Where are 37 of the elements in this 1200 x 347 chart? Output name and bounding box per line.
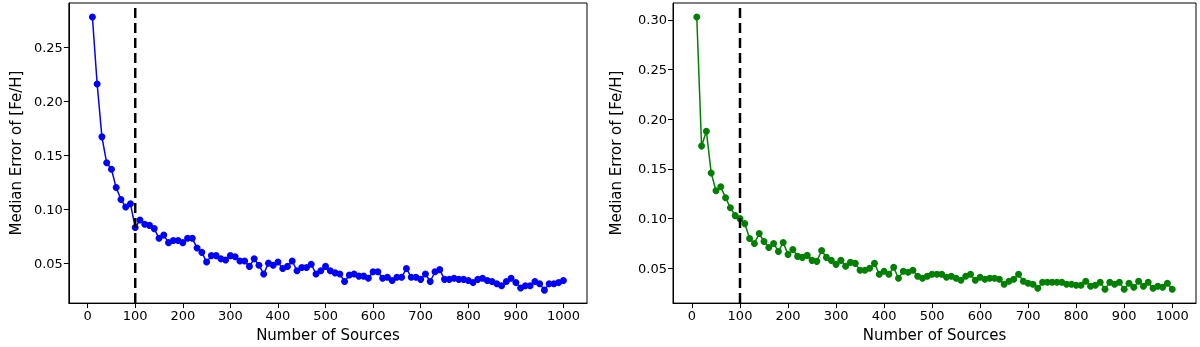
- y-tick-label: 0.05: [33, 255, 63, 271]
- x-tick-label: 100: [727, 308, 753, 324]
- y-tick-label: 0.25: [33, 39, 63, 55]
- x-tick-label: 700: [408, 308, 434, 324]
- x-tick-label: 200: [775, 308, 801, 324]
- y-tick-label: 0.10: [33, 201, 63, 217]
- x-tick-label: 300: [217, 308, 243, 324]
- y-tick-label: 0.20: [33, 93, 63, 109]
- x-tick-label: 600: [360, 308, 386, 324]
- y-tick-label: 0.15: [638, 161, 667, 177]
- x-tick-label: 500: [313, 308, 338, 324]
- x-tick-label: 0: [687, 308, 697, 324]
- x-tick-label: 800: [1063, 308, 1089, 324]
- x-tick-label: 400: [265, 308, 291, 324]
- y-axis-title: Median Error of [Fe/H]: [606, 70, 625, 236]
- y-tick-label: 0.15: [33, 147, 63, 163]
- x-tick-label: 1000: [1155, 308, 1189, 324]
- x-tick-label: 0: [83, 308, 92, 324]
- x-tick-label: 500: [919, 308, 945, 324]
- y-tick-label: 0.20: [638, 111, 667, 127]
- x-tick-label: 200: [170, 308, 196, 324]
- x-tick-label: 700: [1015, 308, 1041, 324]
- x-tick-label: 600: [967, 308, 993, 324]
- x-tick-label: 800: [455, 308, 481, 324]
- y-tick-label: 0.05: [638, 260, 667, 276]
- y-tick-label: 0.30: [638, 12, 667, 28]
- y-tick-label: 0.25: [638, 62, 667, 78]
- x-tick-label: 300: [823, 308, 849, 324]
- x-axis-title: Number of Sources: [862, 325, 1007, 344]
- y-tick-label: 0.10: [638, 211, 667, 227]
- y-axis-title: Median Error of [Fe/H]: [6, 70, 25, 236]
- x-tick-label: 900: [503, 308, 529, 324]
- x-axis-title: Number of Sources: [256, 325, 400, 344]
- x-tick-label: 900: [1111, 308, 1137, 324]
- x-tick-label: 400: [871, 308, 897, 324]
- x-tick-label: 1000: [546, 308, 580, 324]
- x-tick-label: 100: [122, 308, 148, 324]
